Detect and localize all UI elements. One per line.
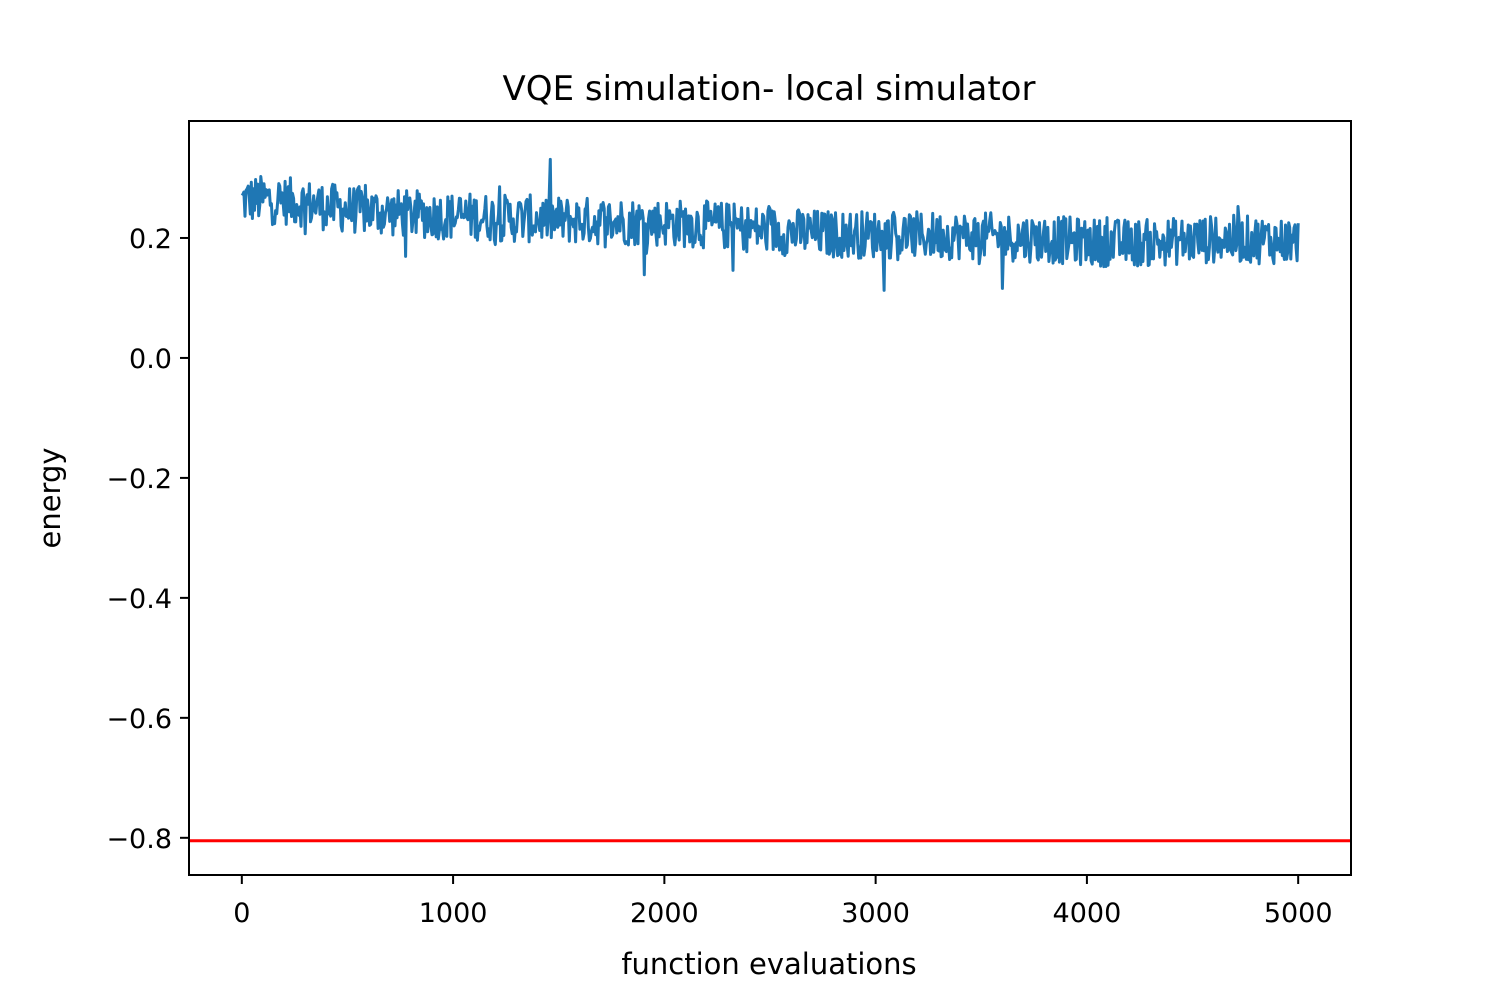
y-tick-label: 0.2 (129, 224, 172, 255)
y-tick-label: −0.8 (106, 824, 172, 855)
x-tick-label: 1000 (419, 898, 488, 929)
series-layer (189, 157, 1351, 843)
x-tick-label: 5000 (1264, 898, 1333, 929)
x-axis-title: function evaluations (621, 947, 916, 981)
chart-title: VQE simulation- local simulator (503, 69, 1036, 109)
x-tick-label: 3000 (841, 898, 910, 929)
x-tick-label: 0 (233, 898, 250, 929)
x-axis: 0 1000 2000 3000 4000 5000 (233, 875, 1333, 929)
y-tick-label: −0.6 (106, 704, 172, 735)
x-tick-label: 4000 (1053, 898, 1122, 929)
y-tick-label: −0.4 (106, 584, 172, 615)
y-axis-title: energy (33, 447, 67, 548)
y-tick-label: −0.2 (106, 464, 172, 495)
energy-series-line (240, 157, 1300, 292)
plot-frame (188, 120, 1352, 876)
y-axis: 0.2 0.0 −0.2 −0.4 −0.6 −0.8 (106, 224, 189, 855)
x-tick-label: 2000 (630, 898, 699, 929)
y-tick-label: 0.0 (129, 344, 172, 375)
